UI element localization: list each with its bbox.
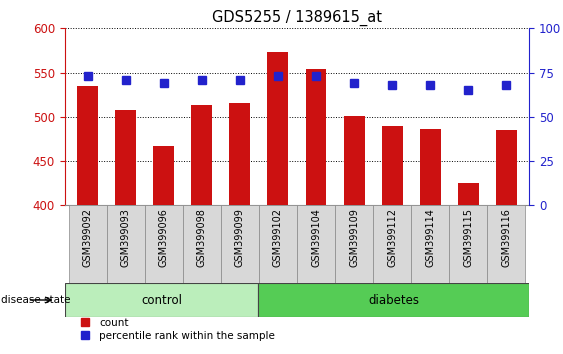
Bar [382, 126, 403, 205]
Bar [335, 205, 373, 283]
Bar [373, 205, 411, 283]
Text: GSM399109: GSM399109 [349, 209, 359, 267]
Bar [69, 205, 106, 283]
Bar [411, 205, 449, 283]
Text: disease state: disease state [1, 295, 70, 305]
Bar [221, 205, 259, 283]
Bar [488, 205, 525, 283]
Text: GSM399104: GSM399104 [311, 209, 321, 267]
Bar [191, 105, 212, 205]
Text: diabetes: diabetes [368, 293, 419, 307]
Text: control: control [141, 293, 182, 307]
Bar [153, 146, 174, 205]
Bar [306, 69, 327, 205]
Text: GSM399102: GSM399102 [273, 209, 283, 267]
Bar [65, 283, 258, 317]
Text: GSM399092: GSM399092 [83, 209, 92, 267]
Bar [77, 86, 98, 205]
Text: GSM399098: GSM399098 [197, 209, 207, 267]
Text: GSM399112: GSM399112 [387, 209, 397, 267]
Bar [183, 205, 221, 283]
Bar [229, 103, 251, 205]
Bar [115, 110, 136, 205]
Text: GSM399116: GSM399116 [502, 209, 511, 267]
Bar [145, 205, 183, 283]
Bar [258, 283, 529, 317]
Bar [106, 205, 145, 283]
Text: GSM399096: GSM399096 [159, 209, 169, 267]
Bar [259, 205, 297, 283]
Legend: count, percentile rank within the sample: count, percentile rank within the sample [70, 314, 279, 345]
Title: GDS5255 / 1389615_at: GDS5255 / 1389615_at [212, 9, 382, 25]
Bar [343, 116, 365, 205]
Bar [267, 52, 288, 205]
Text: GSM399093: GSM399093 [120, 209, 131, 267]
Bar [297, 205, 335, 283]
Text: GSM399115: GSM399115 [463, 209, 473, 267]
Bar [449, 205, 488, 283]
Text: GSM399099: GSM399099 [235, 209, 245, 267]
Bar [496, 130, 517, 205]
Text: GSM399114: GSM399114 [425, 209, 435, 267]
Bar [458, 183, 479, 205]
Bar [420, 129, 441, 205]
